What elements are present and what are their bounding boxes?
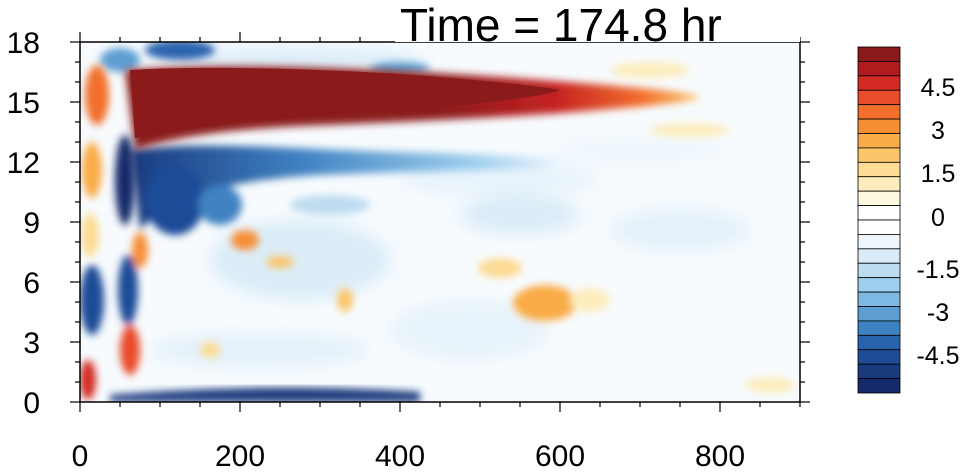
surface-negative-layer [110, 387, 420, 402]
y-tick-label: 9 [23, 207, 40, 240]
colorbar-swatch [857, 363, 901, 379]
left-oscillation [80, 65, 148, 400]
heatmap-field [80, 42, 800, 402]
x-tick-labels: 0 200 400 600 800 [72, 440, 745, 473]
title-background [395, 0, 800, 42]
y-tick-label: 15 [7, 87, 40, 120]
y-tick-label: 0 [23, 387, 40, 420]
colorbar-label: -3 [927, 299, 949, 327]
colorbar-label: 4.5 [921, 74, 956, 102]
x-tick-label: 400 [375, 440, 425, 473]
colorbar-label: -4.5 [916, 342, 959, 370]
colorbar-swatch [857, 219, 901, 235]
chart-title: Time = 174.8 hr [400, 0, 722, 51]
colorbar-labels: 4.5 3 1.5 0 -1.5 -3 -4.5 [916, 74, 959, 370]
weak-positive-patches [200, 62, 795, 393]
colorbar-label: -1.5 [916, 256, 959, 284]
colorbar-swatch [857, 291, 901, 307]
colorbar-label: 1.5 [921, 160, 956, 188]
colorbar-swatch [857, 248, 901, 264]
colorbar-swatch [857, 133, 901, 149]
colorbar-swatch [857, 176, 901, 192]
colorbar-swatch [857, 46, 901, 62]
colorbar-swatch [857, 75, 901, 91]
colorbar-swatch [857, 378, 901, 394]
colorbar-swatch [857, 349, 901, 365]
y-tick-labels: 0 3 6 9 12 15 18 [7, 27, 40, 420]
colorbar-swatch [857, 89, 901, 106]
colorbar [857, 46, 901, 394]
colorbar-swatch [857, 190, 901, 206]
x-tick-label: 800 [695, 440, 745, 473]
x-tick-label: 0 [72, 440, 89, 473]
colorbar-swatch [857, 334, 901, 351]
jet-core [125, 66, 700, 150]
x-tick-label: 600 [535, 440, 585, 473]
colorbar-swatch [857, 118, 901, 134]
colorbar-swatch [857, 262, 901, 279]
negative-band [100, 42, 560, 235]
colorbar-swatch [857, 104, 901, 120]
colorbar-swatch [857, 147, 901, 163]
y-tick-label: 6 [23, 267, 40, 300]
x-tick-label: 200 [215, 440, 265, 473]
colorbar-swatch [857, 277, 901, 293]
y-tick-label: 3 [23, 327, 40, 360]
colorbar-label: 0 [931, 204, 945, 232]
colorbar-swatch [857, 306, 901, 322]
colorbar-swatch [857, 61, 901, 77]
y-tick-label: 12 [7, 147, 40, 180]
weak-negative-patches [150, 48, 750, 368]
colorbar-label: 3 [931, 117, 945, 145]
colorbar-swatch [857, 320, 901, 336]
colorbar-swatch [857, 205, 901, 221]
colorbar-swatch [857, 161, 901, 178]
colorbar-swatch [857, 234, 901, 250]
y-tick-label: 18 [7, 27, 40, 60]
